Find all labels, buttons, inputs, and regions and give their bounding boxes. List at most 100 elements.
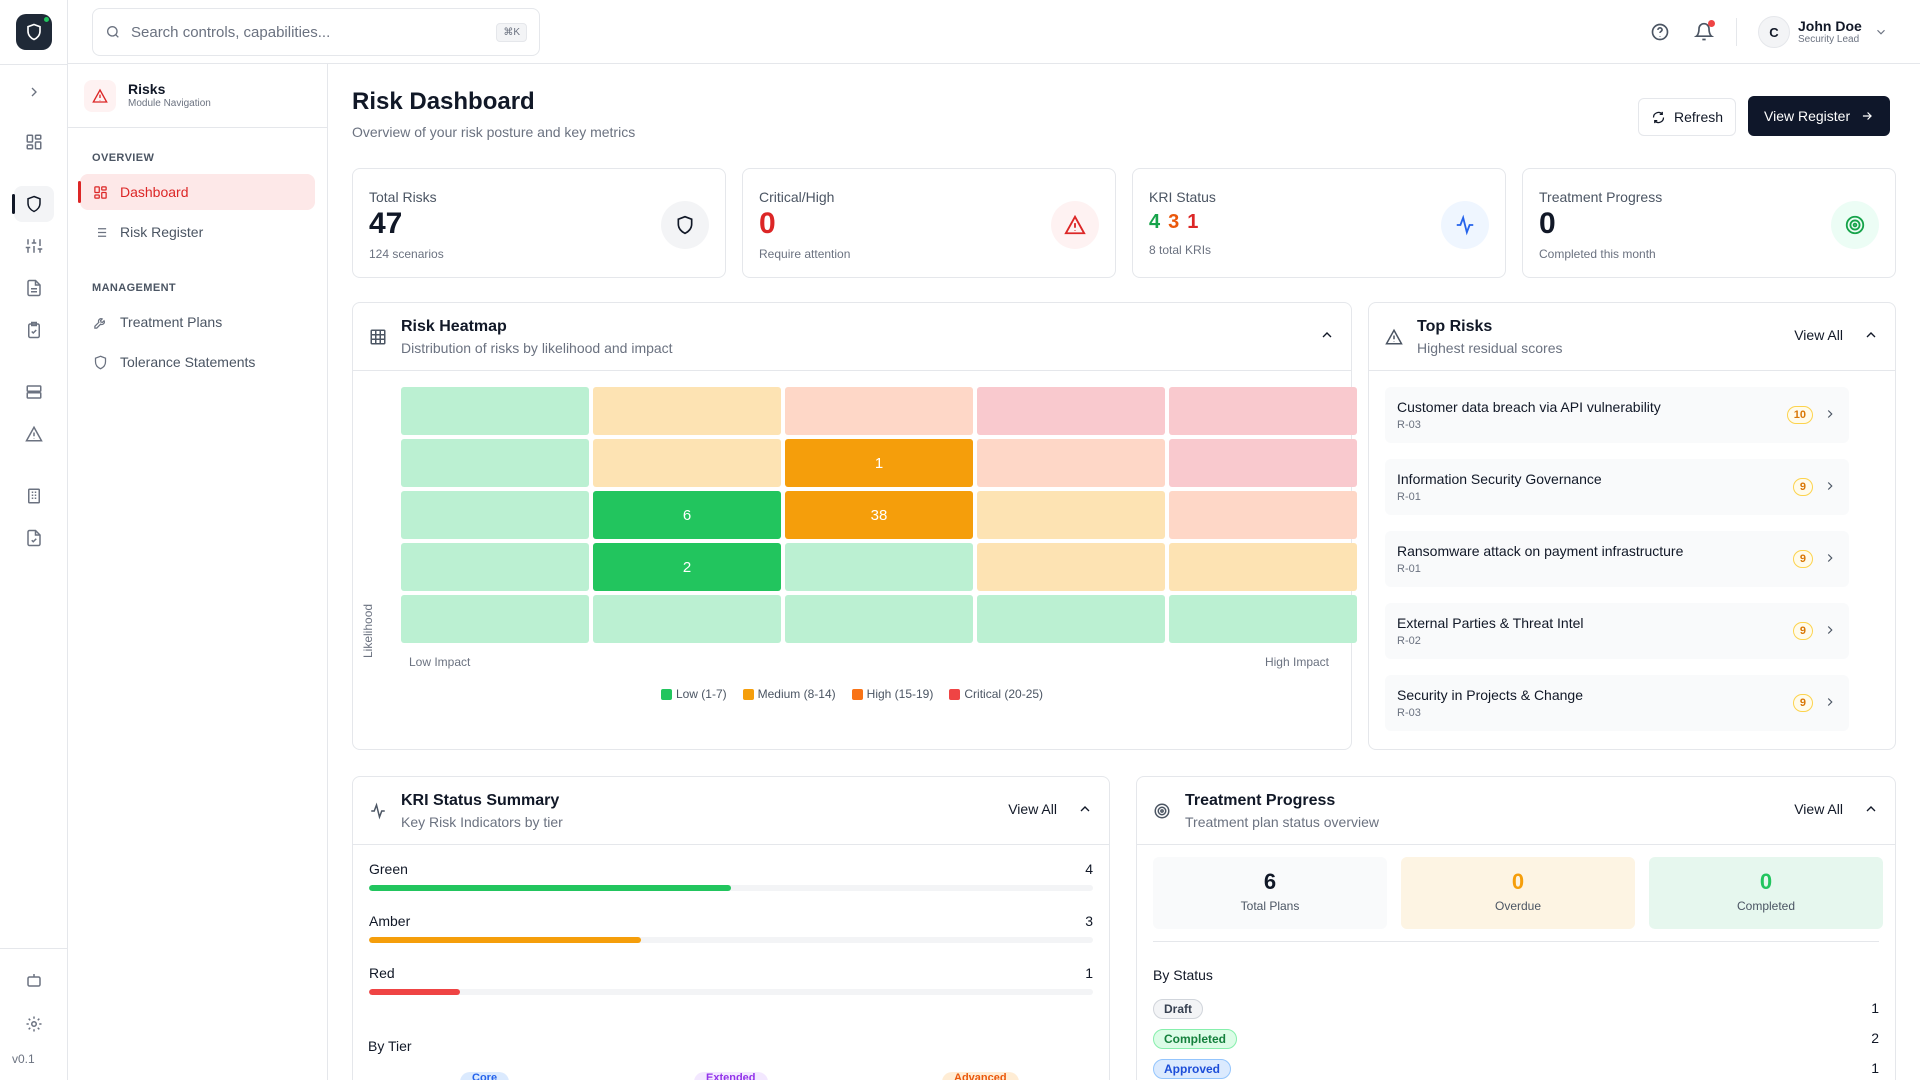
heatmap-cell <box>785 543 973 591</box>
heatmap-y-axis-label: Likelihood <box>361 603 375 658</box>
heatmap-cell <box>1169 491 1357 539</box>
file-check-icon <box>27 529 41 547</box>
legend-item: Critical (20-25) <box>949 687 1043 701</box>
heatmap-cell[interactable]: 6 <box>593 491 781 539</box>
heatmap-cell <box>1169 543 1357 591</box>
legend-swatch <box>660 688 672 700</box>
bot-icon <box>27 974 41 987</box>
user-name: John Doe <box>1798 17 1862 34</box>
list-item[interactable]: Information Security Governance R-01 9 <box>1385 459 1849 515</box>
kri-progress-fill <box>369 989 460 995</box>
legend-item: High (15-19) <box>851 687 933 701</box>
heatmap-title: Risk Heatmap <box>401 318 507 335</box>
kri-row-count: 3 <box>1085 913 1093 929</box>
risk-title: External Parties & Threat Intel <box>1397 615 1584 631</box>
total-plans-value: 6 <box>1263 869 1277 894</box>
topbar-divider <box>1736 18 1737 46</box>
rail-dashboard-button[interactable] <box>14 124 54 160</box>
rail-settings-button[interactable] <box>14 1006 54 1042</box>
chevron-right-icon <box>1827 626 1833 634</box>
view-register-button[interactable]: View Register <box>1748 96 1891 136</box>
nav-section-overview: OVERVIEW <box>92 152 155 164</box>
rail-audit-button[interactable] <box>14 520 54 556</box>
status-badge: Approved <box>1153 1059 1232 1079</box>
heatmap-cell[interactable]: 2 <box>593 543 781 591</box>
kri-counts: 4 3 1 <box>1149 211 1198 234</box>
app-logo[interactable] <box>16 14 52 50</box>
list-item[interactable]: Customer data breach via API vulnerabili… <box>1385 387 1849 443</box>
help-circle-icon <box>1651 23 1669 41</box>
list-item[interactable]: External Parties & Threat Intel R-02 9 <box>1385 603 1849 659</box>
user-menu[interactable]: C John Doe Security Lead <box>1758 12 1888 52</box>
heatmap-cell[interactable]: 1 <box>785 439 973 487</box>
sidebar-item-tolerance-statements[interactable]: Tolerance Statements <box>80 344 315 380</box>
target-icon <box>1154 803 1170 819</box>
refresh-button[interactable]: Refresh <box>1638 98 1737 136</box>
treatment-view-all-link[interactable]: View All <box>1794 801 1843 817</box>
risk-id: R-01 <box>1397 491 1421 503</box>
list-item[interactable]: Ransomware attack on payment infrastruct… <box>1385 531 1849 587</box>
kri-summary-header: KRI Status Summary Key Risk Indicators b… <box>353 777 1109 845</box>
heatmap-legend: Low (1-7) Medium (8-14) High (15-19) Critic… <box>353 687 1351 701</box>
heatmap-cell[interactable]: 38 <box>785 491 973 539</box>
rail-vendors-button[interactable] <box>14 478 54 514</box>
status-count: 1 <box>1871 1000 1879 1016</box>
stat-description: Require attention <box>759 247 851 261</box>
chevron-up-icon[interactable] <box>1077 801 1093 817</box>
rail-controls-button[interactable] <box>14 228 54 264</box>
list-item[interactable]: Security in Projects & Change R-03 9 <box>1385 675 1849 731</box>
risk-id: R-03 <box>1397 707 1421 719</box>
rail-documents-button[interactable] <box>14 270 54 306</box>
app-version: v0.1 <box>12 1052 35 1066</box>
by-status-label: By Status <box>1153 967 1213 983</box>
kri-summary-card: KRI Status Summary Key Risk Indicators b… <box>352 776 1110 1080</box>
sidebar-item-label: Treatment Plans <box>120 314 223 330</box>
risk-id: R-03 <box>1397 419 1421 431</box>
heatmap-x-low-label: Low Impact <box>409 655 471 669</box>
sidebar-item-label: Dashboard <box>120 184 189 200</box>
shield-icon <box>92 354 108 370</box>
rail-assets-button[interactable] <box>14 374 54 410</box>
treatment-divider <box>1153 941 1879 942</box>
activity-icon <box>1441 201 1489 249</box>
kri-progress-fill <box>369 885 731 891</box>
legend-label: Low (1-7) <box>675 687 727 701</box>
top-risks-view-all-link[interactable]: View All <box>1794 327 1843 343</box>
overdue-value: 0 <box>1511 869 1525 894</box>
expand-sidebar-button[interactable] <box>14 74 54 110</box>
stat-value: 47 <box>369 207 403 240</box>
rail-incidents-button[interactable] <box>14 416 54 452</box>
shield-icon <box>661 201 709 249</box>
treatment-subtitle: Treatment plan status overview <box>1185 814 1380 830</box>
stat-description: 8 total KRIs <box>1149 243 1212 257</box>
shield-icon <box>27 23 41 41</box>
search-box[interactable]: ⌘K <box>92 8 540 56</box>
chevron-up-icon[interactable] <box>1863 801 1879 817</box>
sidebar-item-dashboard[interactable]: Dashboard <box>78 174 315 210</box>
module-title: Risks <box>128 81 166 98</box>
module-header: Risks Module Navigation <box>68 64 327 128</box>
refresh-label: Refresh <box>1674 109 1724 125</box>
heatmap-cell <box>401 491 589 539</box>
sidebar-item-treatment-plans[interactable]: Treatment Plans <box>80 304 315 340</box>
search-input[interactable] <box>131 23 497 41</box>
sidebar-item-risk-register[interactable]: Risk Register <box>80 214 315 250</box>
legend-label: Medium (8-14) <box>757 687 836 701</box>
kri-row-label: Amber <box>369 913 411 929</box>
kri-view-all-link[interactable]: View All <box>1008 801 1057 817</box>
help-button[interactable] <box>1646 18 1674 46</box>
rail-assistant-button[interactable] <box>14 962 54 998</box>
stat-value: 0 <box>759 207 776 240</box>
rail-risks-button[interactable] <box>12 186 54 222</box>
heatmap-cell <box>1169 439 1357 487</box>
notifications-button[interactable] <box>1690 18 1718 46</box>
risk-score-badge: 9 <box>1792 550 1813 568</box>
top-risks-subtitle: Highest residual scores <box>1417 340 1563 356</box>
rail-divider <box>0 64 67 65</box>
rail-tasks-button[interactable] <box>14 312 54 348</box>
main-content: Risk Dashboard Overview of your risk pos… <box>328 64 1920 1080</box>
warning-icon <box>92 88 108 103</box>
heatmap-collapse-button[interactable] <box>1319 327 1335 343</box>
chevron-up-icon[interactable] <box>1863 327 1879 343</box>
page-subtitle: Overview of your risk posture and key me… <box>352 124 636 140</box>
